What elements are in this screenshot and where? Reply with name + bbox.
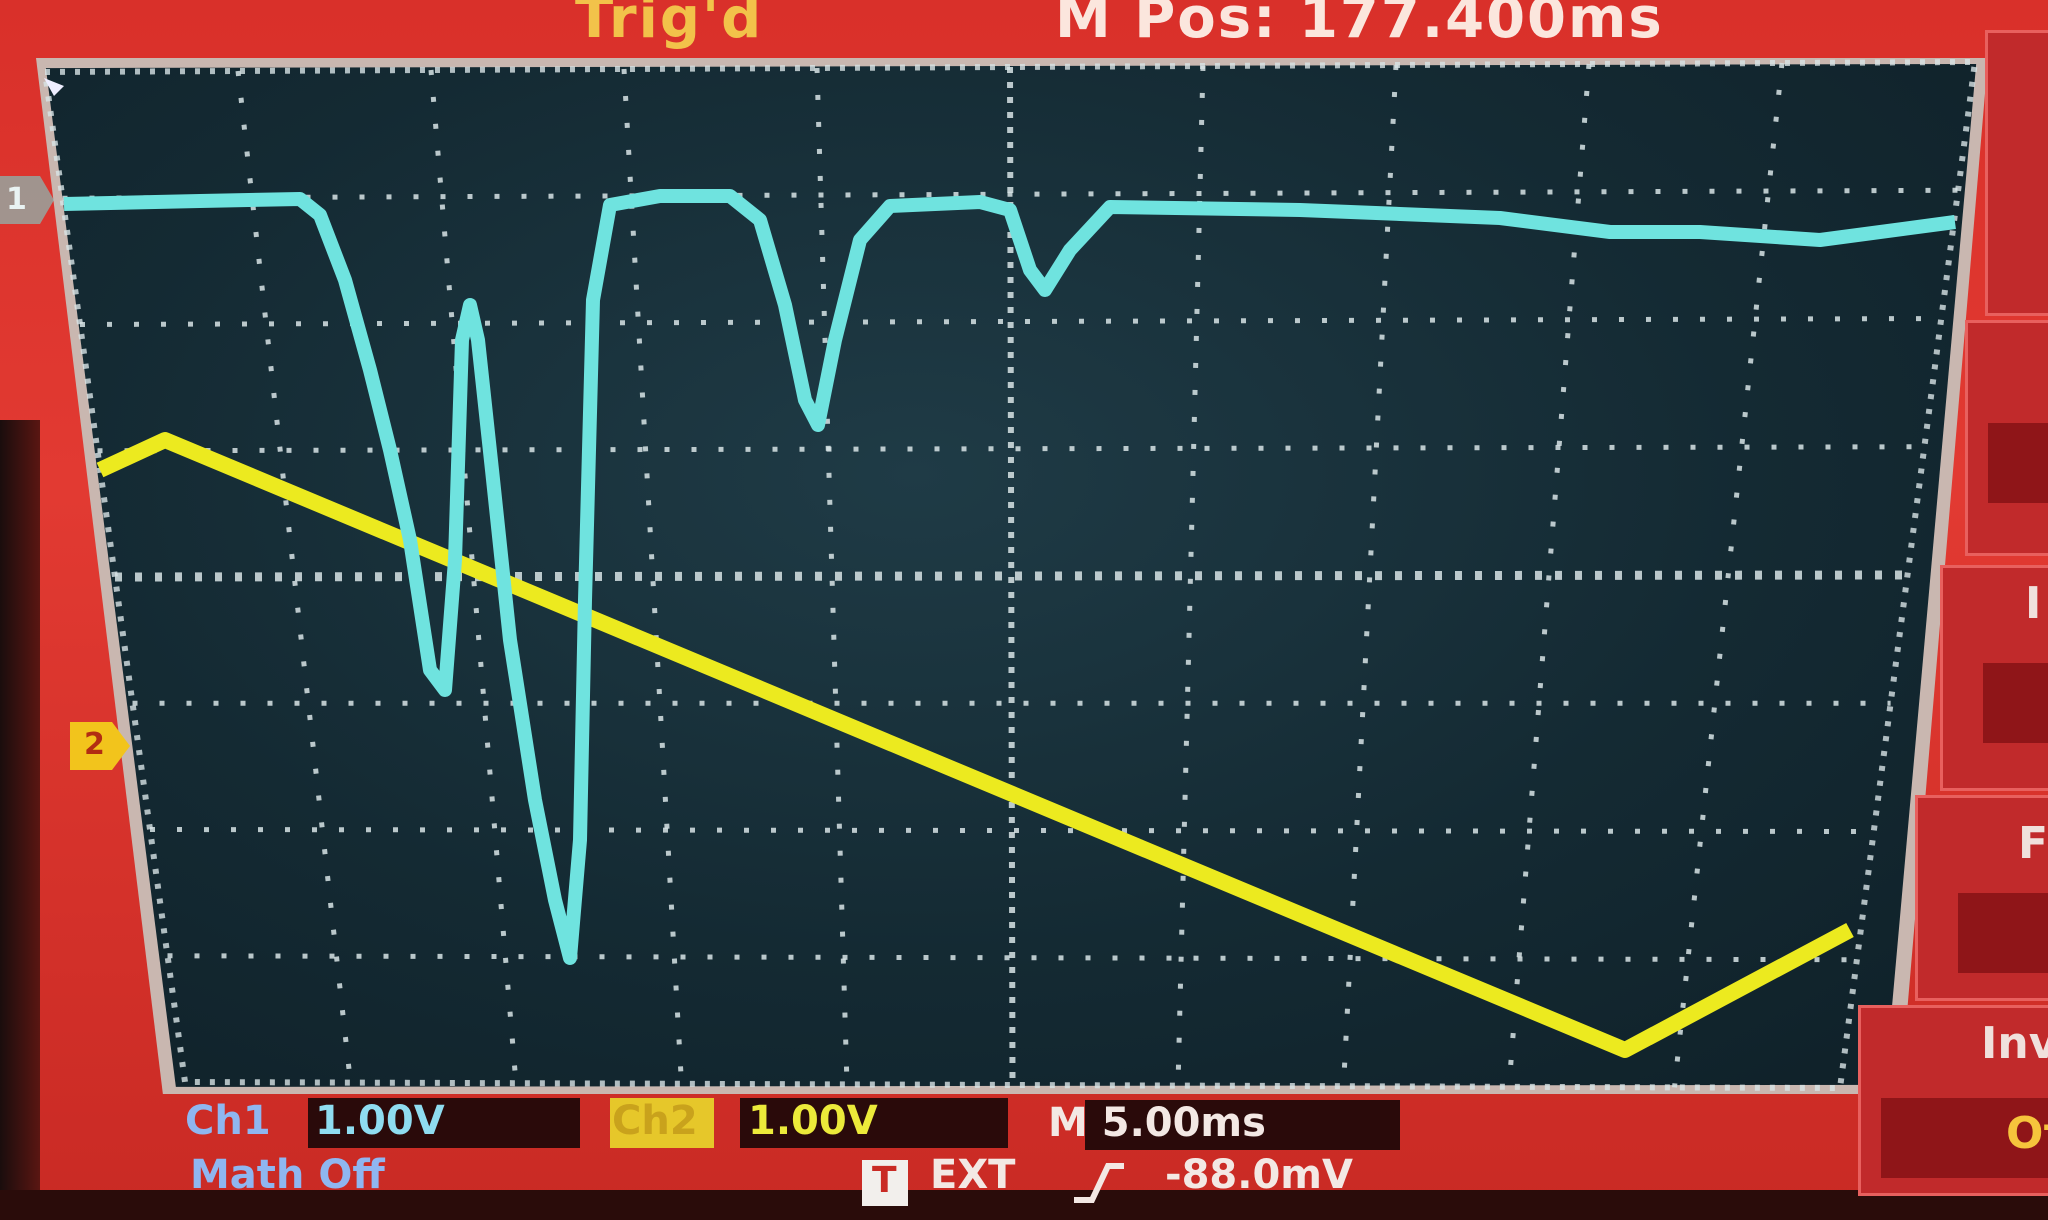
graticule-horizontal-line: [149, 827, 1874, 834]
side-menu-label-1: I: [2025, 578, 2042, 629]
trigger-position-marker: [44, 78, 64, 96]
ch2-label-box: [610, 1098, 714, 1148]
ch2-scale: 1.00V: [748, 1098, 878, 1144]
rising-edge-icon: [1074, 1163, 1124, 1203]
graticule-center-horizontal: [114, 570, 1908, 582]
graticule-center-vertical: [1007, 66, 1016, 1086]
ch1-scale-box: [308, 1098, 580, 1148]
timebase: M 5.00ms: [1048, 1100, 1266, 1146]
ch1-trace: [63, 189, 1956, 965]
bezel-bottom-edge: [0, 1190, 2048, 1220]
ch1-label: Ch1: [185, 1098, 271, 1144]
side-menu-button-2[interactable]: [1965, 320, 2048, 556]
ch2-marker-label: 2: [84, 727, 105, 762]
ch2-trace: [96, 432, 1854, 1058]
trigger-source: EXT: [930, 1152, 1016, 1198]
ch2-label: Ch2: [612, 1098, 698, 1144]
bezel-shadow: [0, 420, 40, 1220]
ch1-marker: [0, 176, 54, 224]
side-menu-label-2: F: [2018, 818, 2048, 869]
graticule-vertical-line: [621, 68, 684, 1084]
graticule-vertical-line: [1672, 62, 1785, 1088]
ch2-marker: [70, 722, 130, 770]
graticule-horizontal-line: [167, 953, 1857, 963]
ch1-scale: 1.00V: [315, 1098, 445, 1144]
horizontal-position: M Pos: 177.400ms: [1055, 0, 1664, 51]
side-menu-label-4: Of: [2006, 1108, 2048, 1159]
trigger-status: Trig'd: [575, 0, 764, 51]
graticule-horizontal-line: [62, 187, 1959, 201]
trigger-icon: T: [862, 1160, 908, 1206]
ch1-marker-label: 1: [6, 182, 27, 217]
graticule: [41, 58, 1979, 1092]
ch2-scale-box: [740, 1098, 1008, 1148]
side-menu-button-5[interactable]: Inv Of: [1858, 1005, 2048, 1196]
timebase-box: [1085, 1100, 1400, 1150]
side-menu-label-3: Inv: [1981, 1018, 2048, 1069]
side-menu-button-4[interactable]: F: [1915, 795, 2048, 1001]
side-menu-button-1[interactable]: [1985, 30, 2048, 316]
graticule-vertical-line: [235, 70, 353, 1083]
side-menu-button-3[interactable]: I: [1940, 565, 2048, 791]
math-status: Math Off: [190, 1152, 385, 1198]
trigger-level: -88.0mV: [1165, 1152, 1353, 1198]
